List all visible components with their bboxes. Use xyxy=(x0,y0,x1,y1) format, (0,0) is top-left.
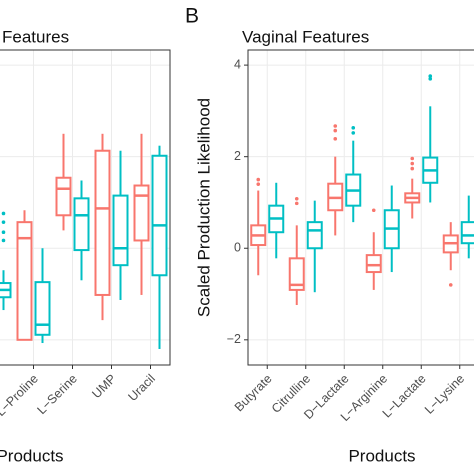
outlier xyxy=(294,197,299,201)
x-axis-label: Products xyxy=(348,446,415,465)
x-tick-label: UMP xyxy=(89,372,119,402)
box xyxy=(94,149,111,296)
box xyxy=(365,254,382,274)
y-tick-label: 2 xyxy=(234,149,241,163)
box xyxy=(34,281,51,336)
outlier xyxy=(351,131,356,135)
box xyxy=(151,154,168,277)
outlier xyxy=(256,177,261,182)
outlier xyxy=(410,156,415,161)
box xyxy=(133,184,150,242)
chart-title: Vaginal Features xyxy=(242,27,369,46)
box xyxy=(73,197,90,252)
box xyxy=(288,257,305,291)
outlier xyxy=(294,201,299,206)
outlier xyxy=(410,166,415,171)
x-axis-label: Products xyxy=(0,446,64,465)
outlier xyxy=(333,137,338,141)
outlier xyxy=(448,283,453,287)
box xyxy=(112,194,129,267)
x-tick-label: L−Lysine xyxy=(422,372,467,417)
y-tick-label: 0 xyxy=(234,241,241,255)
outlier xyxy=(371,208,376,213)
x-tick-label: L−Serine xyxy=(34,372,80,418)
outlier xyxy=(1,220,6,224)
box xyxy=(306,221,323,250)
chart-title: Features xyxy=(2,27,69,46)
box xyxy=(55,176,72,217)
outlier xyxy=(1,230,6,235)
x-tick-label: L−Proline xyxy=(0,372,41,420)
outlier xyxy=(333,124,338,128)
outlier xyxy=(351,126,356,130)
y-axis-label: Scaled Production Likelihood xyxy=(194,98,213,317)
outlier xyxy=(1,211,6,216)
x-tick-label: Uracil xyxy=(125,372,157,404)
outlier xyxy=(333,128,338,133)
outlier xyxy=(428,74,433,78)
panel-label: B xyxy=(185,5,199,28)
box xyxy=(460,221,474,245)
outlier xyxy=(428,77,433,81)
y-tick-label: 4 xyxy=(234,57,241,71)
x-tick-label: Butyrate xyxy=(232,372,275,415)
box xyxy=(16,221,33,341)
y-tick-label: −2 xyxy=(227,332,241,346)
panel-border xyxy=(0,49,171,366)
panel-background xyxy=(248,50,474,365)
outlier xyxy=(256,182,261,186)
outlier xyxy=(410,161,415,166)
outlier xyxy=(1,238,6,243)
panel-border xyxy=(247,49,474,366)
